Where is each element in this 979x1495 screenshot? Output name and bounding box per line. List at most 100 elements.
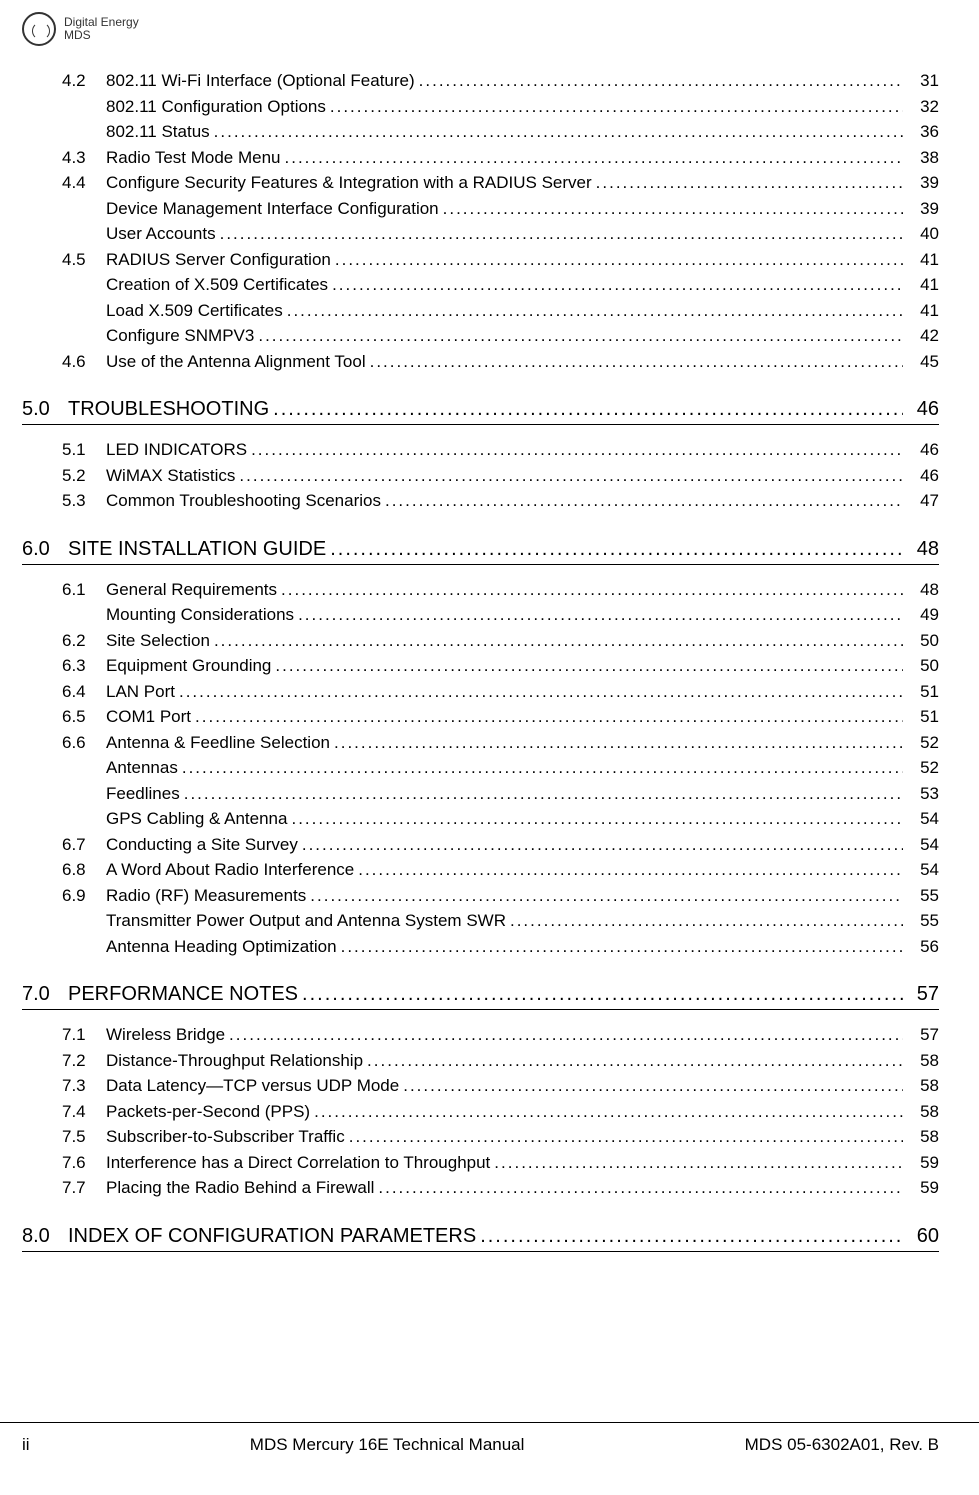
toc-entry-title: Antenna & Feedline Selection xyxy=(106,730,330,756)
toc-entry-page: 54 xyxy=(903,857,939,883)
toc-leader-dots: ........................................… xyxy=(239,463,903,489)
toc-entry-page: 52 xyxy=(903,730,939,756)
toc-subsection-number: 4.2 xyxy=(62,68,106,94)
toc-entry-title: Data Latency—TCP versus UDP Mode xyxy=(106,1073,399,1099)
toc-entry-title: Equipment Grounding xyxy=(106,653,271,679)
toc-leader-dots: ........................................… xyxy=(214,119,903,145)
toc-entry-page: 58 xyxy=(903,1048,939,1074)
toc-leader-dots: ........................................… xyxy=(494,1150,903,1176)
ge-logo-icon xyxy=(22,12,56,46)
toc-entry-title: General Requirements xyxy=(106,577,277,603)
toc-entry-title: Packets-per-Second (PPS) xyxy=(106,1099,310,1125)
toc-subsection-number: 4.5 xyxy=(62,247,106,273)
toc-subsection-number: 6.4 xyxy=(62,679,106,705)
toc-subsection-number: 7.3 xyxy=(62,1073,106,1099)
toc-entry: Mounting Considerations.................… xyxy=(22,602,939,628)
toc-entry-title: INDEX OF CONFIGURATION PARAMETERS xyxy=(68,1225,476,1248)
toc-entry: 6.3Equipment Grounding..................… xyxy=(22,653,939,679)
toc-subsection-number: 6.1 xyxy=(62,577,106,603)
toc-entry: 6.8A Word About Radio Interference......… xyxy=(22,857,939,883)
toc-section-number: 6.0 xyxy=(22,538,68,561)
toc-leader-dots: ........................................… xyxy=(298,602,903,628)
toc-entry-title: Configure Security Features & Integratio… xyxy=(106,170,592,196)
toc-entry-title: Radio Test Mode Menu xyxy=(106,145,281,171)
toc-entry-title: 802.11 Wi-Fi Interface (Optional Feature… xyxy=(106,68,415,94)
logo-line2: MDS xyxy=(64,29,139,42)
footer-title: MDS Mercury 16E Technical Manual xyxy=(250,1435,525,1455)
toc-subsection-number: 6.2 xyxy=(62,628,106,654)
toc-leader-dots: ........................................… xyxy=(349,1124,903,1150)
toc-entry-title: TROUBLESHOOTING xyxy=(68,398,269,421)
toc-entry: 7.6Interference has a Direct Correlation… xyxy=(22,1150,939,1176)
toc-entry-page: 45 xyxy=(903,349,939,375)
table-of-contents: 4.2802.11 Wi-Fi Interface (Optional Feat… xyxy=(22,68,939,1252)
toc-entry-page: 39 xyxy=(903,196,939,222)
toc-entry-page: 57 xyxy=(903,1022,939,1048)
section-underline xyxy=(22,424,939,425)
toc-leader-dots: ........................................… xyxy=(510,908,903,934)
toc-subsection-number: 7.4 xyxy=(62,1099,106,1125)
toc-subsection-number: 5.3 xyxy=(62,488,106,514)
toc-entry: 8.0INDEX OF CONFIGURATION PARAMETERS....… xyxy=(22,1225,939,1248)
toc-entry: 6.5COM1 Port............................… xyxy=(22,704,939,730)
toc-entry-page: 58 xyxy=(903,1073,939,1099)
toc-subsection-number: 7.2 xyxy=(62,1048,106,1074)
footer-docid: MDS 05-6302A01, Rev. B xyxy=(745,1435,939,1455)
toc-leader-dots: ........................................… xyxy=(195,704,903,730)
toc-entry-title: Conducting a Site Survey xyxy=(106,832,298,858)
toc-entry-title: LAN Port xyxy=(106,679,175,705)
toc-subsection-number: 4.4 xyxy=(62,170,106,196)
toc-leader-dots: ........................................… xyxy=(596,170,903,196)
toc-subsection-number: 5.1 xyxy=(62,437,106,463)
toc-entry: Device Management Interface Configuratio… xyxy=(22,196,939,222)
toc-leader-dots: ........................................… xyxy=(419,68,903,94)
toc-leader-dots: ........................................… xyxy=(285,145,903,171)
toc-leader-dots: ........................................… xyxy=(330,94,903,120)
toc-entry-title: Device Management Interface Configuratio… xyxy=(106,196,439,222)
toc-entry: Feedlines...............................… xyxy=(22,781,939,807)
toc-entry-page: 48 xyxy=(903,577,939,603)
toc-entry-title: Mounting Considerations xyxy=(106,602,294,628)
toc-leader-dots: ........................................… xyxy=(281,577,903,603)
toc-entry-page: 39 xyxy=(903,170,939,196)
document-page: Digital Energy MDS 4.2802.11 Wi-Fi Inter… xyxy=(0,0,979,1495)
toc-leader-dots: ........................................… xyxy=(367,1048,903,1074)
toc-entry-page: 55 xyxy=(903,908,939,934)
toc-entry: 6.1General Requirements.................… xyxy=(22,577,939,603)
toc-leader-dots: ........................................… xyxy=(385,488,903,514)
toc-leader-dots: ........................................… xyxy=(179,679,903,705)
toc-leader-dots: ........................................… xyxy=(220,221,903,247)
toc-entry-page: 51 xyxy=(903,704,939,730)
toc-entry: 4.3Radio Test Mode Menu.................… xyxy=(22,145,939,171)
toc-entry: 6.7Conducting a Site Survey.............… xyxy=(22,832,939,858)
toc-entry-title: Use of the Antenna Alignment Tool xyxy=(106,349,366,375)
toc-entry: 4.6Use of the Antenna Alignment Tool....… xyxy=(22,349,939,375)
toc-leader-dots: ........................................… xyxy=(341,934,903,960)
toc-leader-dots: ........................................… xyxy=(182,755,903,781)
toc-entry: 7.4Packets-per-Second (PPS).............… xyxy=(22,1099,939,1125)
toc-subsection-number: 6.5 xyxy=(62,704,106,730)
toc-entry-page: 32 xyxy=(903,94,939,120)
toc-entry: Antenna Heading Optimization............… xyxy=(22,934,939,960)
toc-subsection-number: 6.6 xyxy=(62,730,106,756)
toc-entry-page: 36 xyxy=(903,119,939,145)
toc-section-number: 7.0 xyxy=(22,983,68,1006)
toc-entry-page: 59 xyxy=(903,1175,939,1201)
toc-entry-page: 48 xyxy=(903,538,939,561)
toc-entry-page: 51 xyxy=(903,679,939,705)
toc-entry: 6.2Site Selection.......................… xyxy=(22,628,939,654)
toc-entry-page: 47 xyxy=(903,488,939,514)
toc-section-number: 5.0 xyxy=(22,398,68,421)
toc-entry-page: 54 xyxy=(903,832,939,858)
toc-entry-title: Transmitter Power Output and Antenna Sys… xyxy=(106,908,506,934)
toc-entry-page: 46 xyxy=(903,437,939,463)
toc-entry: 7.1Wireless Bridge......................… xyxy=(22,1022,939,1048)
toc-leader-dots: ........................................… xyxy=(184,781,903,807)
section-underline xyxy=(22,1251,939,1252)
toc-entry: 4.2802.11 Wi-Fi Interface (Optional Feat… xyxy=(22,68,939,94)
toc-entry-page: 41 xyxy=(903,247,939,273)
logo-text: Digital Energy MDS xyxy=(64,16,139,42)
toc-entry-page: 53 xyxy=(903,781,939,807)
toc-leader-dots: ........................................… xyxy=(443,196,903,222)
toc-entry: 6.0SITE INSTALLATION GUIDE..............… xyxy=(22,538,939,561)
